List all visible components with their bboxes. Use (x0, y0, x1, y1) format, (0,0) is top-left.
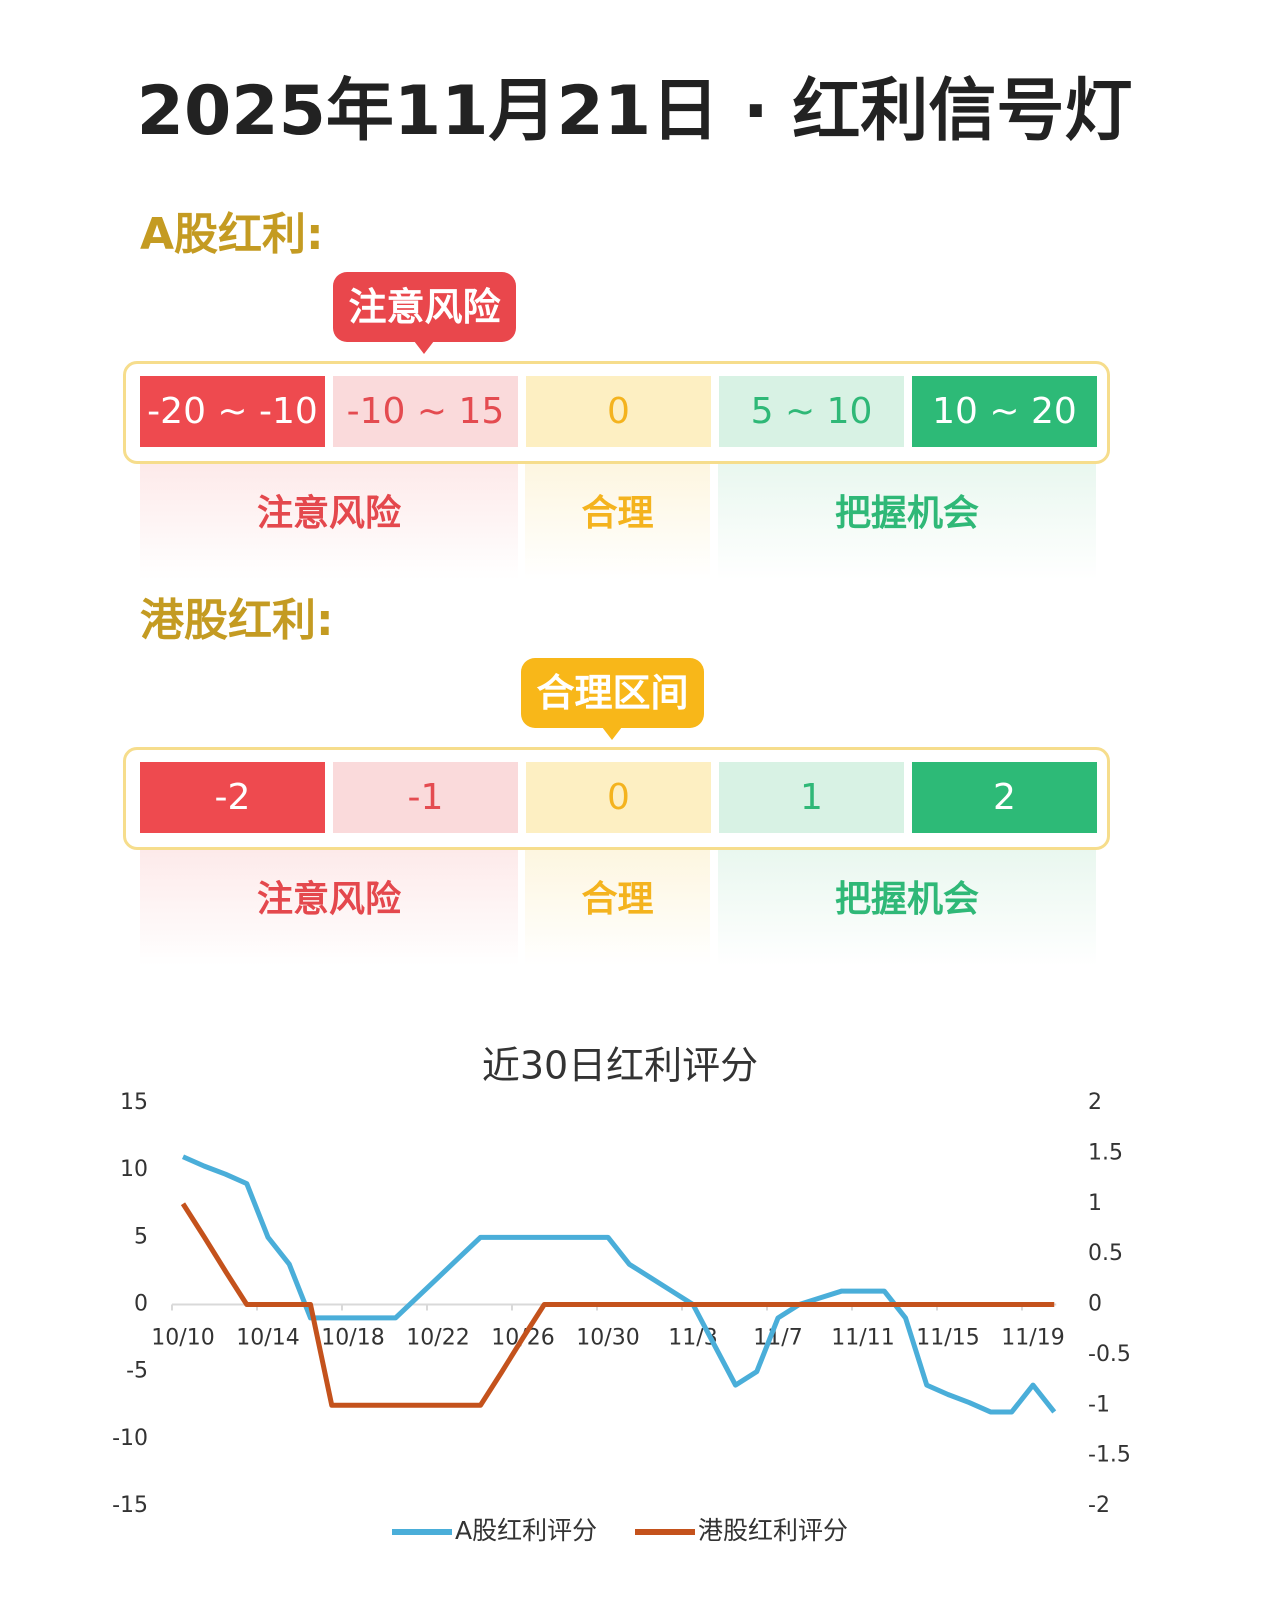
x-tick-label: 11/19 (1001, 1326, 1064, 1351)
zone-label: 合理 (525, 464, 710, 580)
section-heading: A股红利: (140, 209, 324, 260)
data-line (181, 1154, 1057, 1415)
x-tick-label: 11/15 (916, 1326, 979, 1351)
scale-cell: 2 (912, 762, 1097, 833)
scale-cell: 1 (719, 762, 904, 833)
x-tick-label: 11/11 (831, 1326, 894, 1351)
scale-cell: -2 (140, 762, 325, 833)
chart-title: 近30日红利评分 (482, 1044, 758, 1088)
y-tick-label: -15 (112, 1493, 148, 1518)
y-tick-label: 15 (120, 1090, 148, 1115)
x-tick-label: 10/14 (236, 1326, 299, 1351)
data-line (180, 1202, 1055, 1408)
y2-tick-label: -2 (1088, 1493, 1110, 1518)
scale-frame (123, 361, 1110, 464)
chart: 近30日红利评分 15 10 5 0 -5 -10 -15 2 1.5 1 0.5 0 -0.5 -1 -1… (112, 1044, 1131, 1546)
x-tick-label: 10/22 (406, 1326, 469, 1351)
y2-tick-label: 0 (1088, 1292, 1102, 1317)
zone-label: 注意风险 (140, 850, 518, 966)
y2-tick-label: -1.5 (1088, 1443, 1131, 1468)
signal-section: A股红利: 注意风险 合理 把握机会 -20 ~ -10 -10 ~ 15 0 5 ~ 10 1… (0, 200, 1269, 590)
section-heading: 港股红利: (140, 595, 334, 646)
x-tick-label: 10/30 (576, 1326, 639, 1351)
scale-cell: -20 ~ -10 (140, 376, 325, 447)
y-tick-label: 0 (134, 1292, 148, 1317)
y-tick-label: -10 (112, 1426, 148, 1451)
scale-cell: 0 (526, 762, 711, 833)
scale-cell: 5 ~ 10 (719, 376, 904, 447)
scale-cell: -10 ~ 15 (333, 376, 518, 447)
y-tick-label: 5 (134, 1224, 148, 1249)
y2-tick-label: 1 (1088, 1191, 1102, 1216)
zone-label: 把握机会 (718, 850, 1096, 966)
scale-cell: -1 (333, 762, 518, 833)
x-tick-label: 10/18 (321, 1326, 384, 1351)
scale-frame (123, 747, 1110, 850)
zone-label: 合理 (525, 850, 710, 966)
signal-section: 港股红利: 注意风险 合理 把握机会 -2 -1 0 1 2 合理区间 (0, 586, 1269, 976)
y2-tick-label: -1 (1088, 1392, 1110, 1417)
y-tick-label: 10 (120, 1157, 148, 1182)
legend-label: 港股红利评分 (698, 1516, 848, 1545)
y2-tick-label: 2 (1088, 1090, 1102, 1115)
y-tick-label: -5 (126, 1359, 148, 1384)
page-title: 2025年11月21日 · 红利信号灯 (136, 72, 1133, 151)
y2-tick-label: 1.5 (1088, 1140, 1123, 1165)
scale-cell: 0 (526, 376, 711, 447)
legend-label: A股红利评分 (455, 1516, 597, 1545)
zone-label: 把握机会 (718, 464, 1096, 580)
y2-tick-label: 0.5 (1088, 1241, 1123, 1266)
signal-badge: 注意风险 (333, 272, 516, 354)
y2-tick-label: -0.5 (1088, 1342, 1131, 1367)
scale-cell: 10 ~ 20 (912, 376, 1097, 447)
zone-label: 注意风险 (140, 464, 518, 580)
x-tick-label: 11/7 (753, 1326, 802, 1351)
signal-badge: 合理区间 (521, 658, 704, 740)
x-tick-label: 10/10 (151, 1326, 214, 1351)
